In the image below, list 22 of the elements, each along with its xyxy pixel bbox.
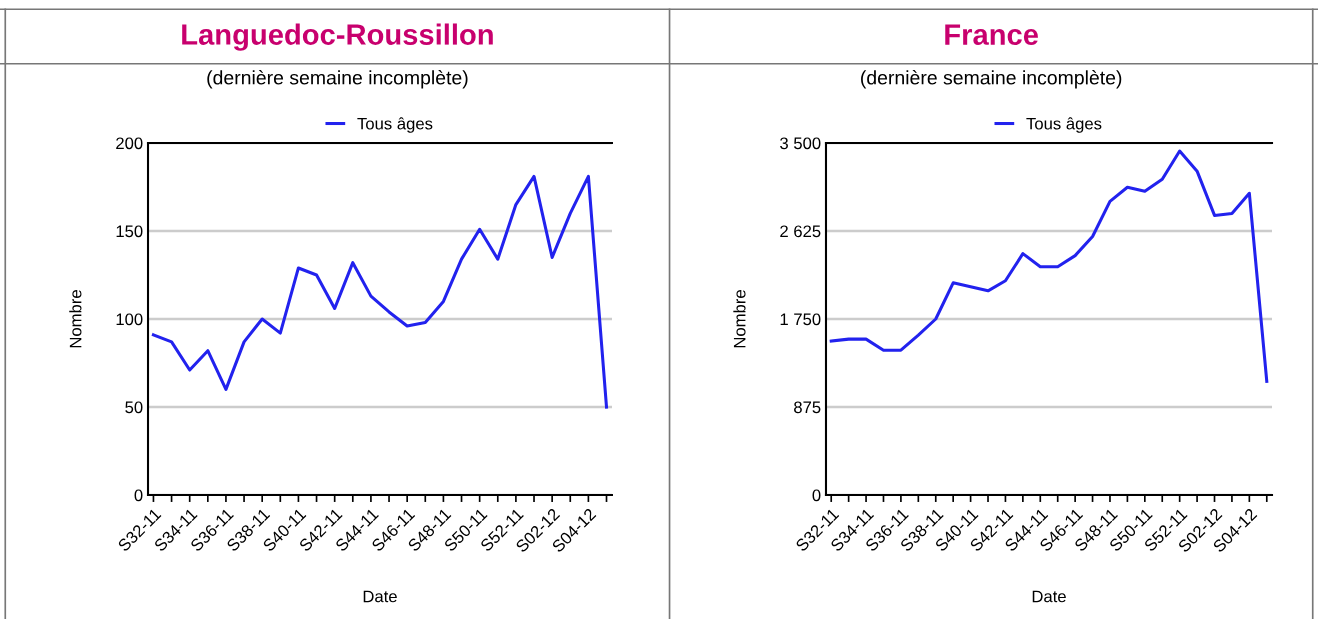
y-tick-label: 0 bbox=[812, 489, 821, 502]
y-axis-title: Nombre bbox=[69, 290, 82, 348]
y-tick-label: 200 bbox=[116, 137, 143, 150]
legend-label: Tous âges bbox=[357, 117, 433, 133]
x-axis-title: Date bbox=[363, 590, 397, 603]
y-tick-label: 3 500 bbox=[780, 137, 821, 150]
chart-subtitle: (dernière semaine incomplète) bbox=[861, 70, 1122, 89]
y-tick-label: 0 bbox=[134, 489, 143, 502]
y-tick-label: 100 bbox=[116, 313, 143, 326]
y-tick-label: 1 750 bbox=[780, 313, 821, 326]
y-tick-label: 50 bbox=[125, 401, 143, 414]
y-tick-label: 2 625 bbox=[780, 225, 821, 238]
y-tick-label: 875 bbox=[794, 401, 821, 414]
x-axis-title: Date bbox=[1032, 590, 1066, 603]
y-tick-label: 150 bbox=[116, 225, 143, 238]
chart-title: Languedoc-Roussillon bbox=[182, 23, 493, 51]
chart-title: France bbox=[945, 24, 1038, 45]
legend-label: Tous âges bbox=[1026, 117, 1102, 133]
line-series bbox=[151, 174, 609, 409]
line-series bbox=[829, 149, 1269, 383]
y-axis-title: Nombre bbox=[733, 290, 746, 348]
chart-subtitle: (dernière semaine incomplète) bbox=[207, 70, 468, 89]
